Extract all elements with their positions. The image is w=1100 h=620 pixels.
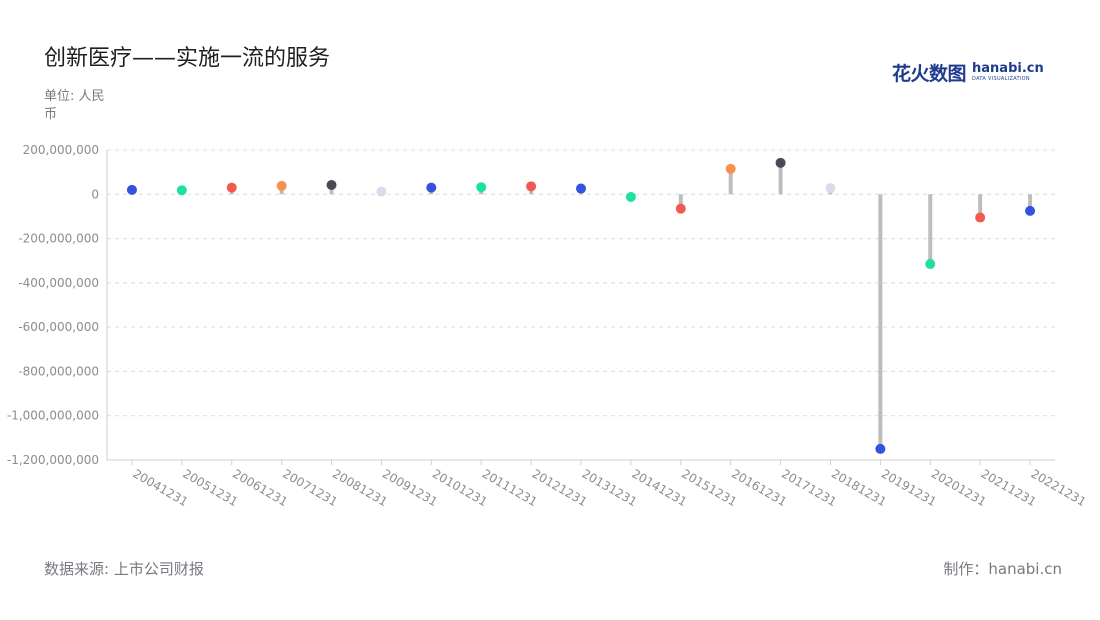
logo-en-block: hanabi.cn DATA VISUALIZATION (972, 62, 1044, 82)
lollipop-dot (675, 203, 686, 214)
lollipop-dot (526, 181, 537, 192)
lollipop-dot (576, 183, 586, 194)
x-tick-label: 20131231 (580, 466, 640, 509)
lollipop-dot (825, 183, 836, 194)
y-tick-label: 200,000,000 (23, 143, 99, 157)
lollipop-dot (625, 191, 636, 202)
x-tick-label: 20151231 (679, 466, 739, 509)
x-tick-label: 20181231 (829, 466, 889, 509)
x-tick-label: 20091231 (380, 466, 440, 509)
x-tick-label: 20211231 (979, 466, 1039, 509)
x-tick-label: 20191231 (879, 466, 939, 509)
lollipop-dot (875, 443, 886, 454)
lollipop-dot (975, 212, 986, 223)
lollipop-dot (376, 186, 387, 197)
y-tick-label: -400,000,000 (18, 276, 99, 290)
lollipop-dot (725, 163, 736, 174)
hanabi-logo: 花火数图 hanabi.cn DATA VISUALIZATION (892, 58, 1044, 86)
y-tick-label: -800,000,000 (18, 364, 99, 378)
x-tick-label: 20141231 (629, 466, 689, 509)
credit-label: 制作：hanabi.cn (943, 560, 1062, 578)
x-tick-label: 20161231 (729, 466, 789, 509)
lollipop-dot (176, 185, 187, 196)
y-tick-label: -1,200,000,000 (7, 453, 99, 467)
lollipop-dot (775, 157, 786, 168)
logo-cn-text: 花火数图 (892, 62, 967, 85)
chart-title: 创新医疗——实施一流的服务 (44, 46, 331, 71)
x-tick-label: 20121231 (530, 466, 590, 509)
logo-sub-text: DATA VISUALIZATION (972, 76, 1030, 82)
y-tick-label: -600,000,000 (18, 320, 99, 334)
lollipop-dot (326, 179, 337, 190)
x-tick-label: 20041231 (130, 466, 190, 509)
lollipop-dot (925, 259, 936, 270)
y-tick-label: -1,000,000,000 (7, 409, 99, 423)
y-tick-label: 0 (91, 187, 99, 201)
x-tick-label: 20201231 (929, 466, 989, 509)
x-tick-label: 20111231 (480, 466, 540, 509)
unit-label: 单位: 人民币 (44, 89, 105, 122)
lollipop-dot (426, 182, 437, 193)
lollipop-dot (276, 180, 287, 191)
x-tick-label: 20051231 (180, 466, 240, 509)
x-tick-label: 20071231 (280, 466, 340, 509)
x-tick-label: 20221231 (1029, 466, 1089, 509)
x-tick-label: 20061231 (230, 466, 290, 509)
lollipop-dot (1025, 205, 1036, 216)
logo-en-text: hanabi.cn (972, 61, 1044, 76)
lollipop-dot (226, 182, 237, 193)
lollipop-dot (126, 184, 137, 195)
x-tick-label: 20171231 (779, 466, 839, 509)
x-tick-label: 20081231 (330, 466, 390, 509)
x-tick-label: 20101231 (430, 466, 490, 509)
y-tick-label: -200,000,000 (18, 232, 99, 246)
data-source-label: 数据来源: 上市公司财报 (44, 560, 204, 578)
lollipop-dot (476, 182, 487, 193)
